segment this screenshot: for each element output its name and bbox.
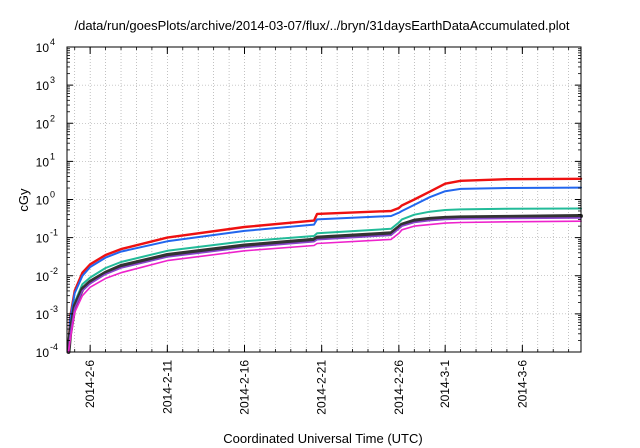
y-tick-label: 10 1 [36,151,55,169]
series-line-3 [67,207,582,353]
svg-text:4: 4 [50,37,55,47]
x-axis-label: Coordinated Universal Time (UTC) [223,431,422,446]
svg-text:-4: -4 [50,342,58,352]
svg-text:-2: -2 [50,266,58,276]
y-tick-label: 10 -4 [36,342,58,360]
y-tick-label: 10 4 [36,37,55,55]
x-tick-label: 2014-2-6 [83,360,97,408]
svg-text:10: 10 [36,346,50,360]
svg-text:10: 10 [36,270,50,284]
svg-text:10: 10 [36,155,50,169]
svg-text:-1: -1 [50,228,58,238]
data-series [66,177,583,354]
x-tick-label: 2014-2-21 [315,360,329,415]
svg-text:3: 3 [50,75,55,85]
x-tick-label: 2014-3-1 [438,360,452,408]
svg-text:10: 10 [36,41,50,55]
series-line-6 [67,220,582,353]
svg-text:10: 10 [36,194,50,208]
svg-text:0: 0 [50,190,55,200]
y-tick-label: 10 -1 [36,228,58,246]
x-tick-label: 2014-2-26 [392,360,406,415]
plot-frame [66,46,582,353]
series-line-4 [66,214,583,354]
svg-text:-3: -3 [50,304,58,314]
svg-text:10: 10 [36,79,50,93]
svg-text:2: 2 [50,113,55,123]
x-tick-label: 2014-3-6 [515,360,529,408]
y-tick-label: 10 0 [36,190,55,208]
grid-lines [67,47,581,352]
series-line-5 [67,217,582,353]
x-tick-label: 2014-2-11 [160,360,174,414]
x-axis-ticks: 2014-2-6 2014-2-11 2014-2-16 2014-2-21 2014-… [74,47,570,415]
series-line-2 [67,186,582,353]
y-tick-label: 10 -2 [36,266,58,284]
svg-text:1: 1 [50,151,55,161]
series-line-1 [67,177,583,354]
y-tick-label: 10 -3 [36,304,58,322]
y-tick-label: 10 2 [36,113,55,131]
x-tick-label: 2014-2-16 [238,360,252,415]
y-axis-label: cGy [16,188,31,212]
chart-title: /data/run/goesPlots/archive/2014-03-07/f… [74,18,569,33]
svg-text:10: 10 [36,117,50,131]
svg-text:10: 10 [36,308,50,322]
y-tick-label: 10 3 [36,75,55,93]
svg-text:10: 10 [36,232,50,246]
